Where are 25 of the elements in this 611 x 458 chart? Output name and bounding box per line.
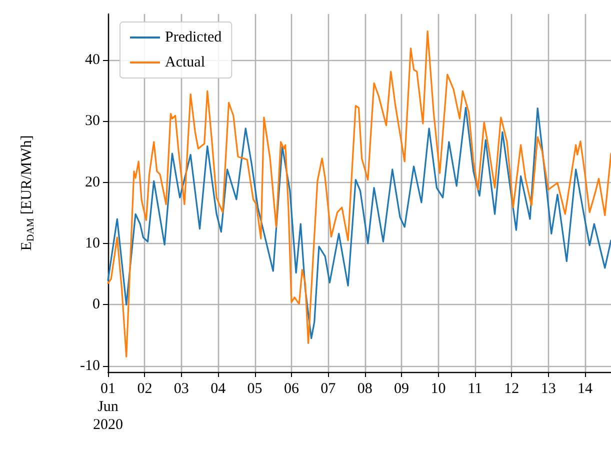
x-tick-label: 10	[430, 381, 446, 397]
x-tick-label: 09	[394, 381, 410, 397]
line-series	[107, 106, 611, 340]
x-tick-label: 07	[320, 381, 336, 397]
x-tick-label: 01 Jun 2020	[93, 381, 123, 433]
y-axis-title: EDAM [EUR/MWh]	[19, 135, 36, 251]
legend-label: Predicted	[165, 30, 222, 46]
y-tick-label: 40	[85, 52, 100, 68]
y-tick-label: 0	[92, 296, 100, 313]
x-tick-label: 12	[504, 381, 520, 397]
y-tick-label: 30	[85, 113, 100, 130]
x-tick-label: 02	[137, 381, 152, 397]
x-tick-label: 05	[247, 381, 262, 397]
x-tick-label: 04	[210, 381, 226, 397]
x-tick-label: 08	[357, 381, 372, 397]
x-tick-label: 11	[468, 381, 482, 397]
line-series	[107, 30, 611, 358]
x-tick-label: 03	[174, 381, 189, 397]
legend-label: Actual	[165, 54, 205, 70]
y-tick-label: 10	[85, 235, 100, 252]
x-tick-label: 13	[540, 381, 556, 397]
x-tick-label: 06	[284, 381, 300, 397]
x-tick-label: 14	[578, 381, 594, 397]
y-tick-label: 20	[85, 174, 100, 190]
y-tick-label: -10	[80, 358, 100, 374]
